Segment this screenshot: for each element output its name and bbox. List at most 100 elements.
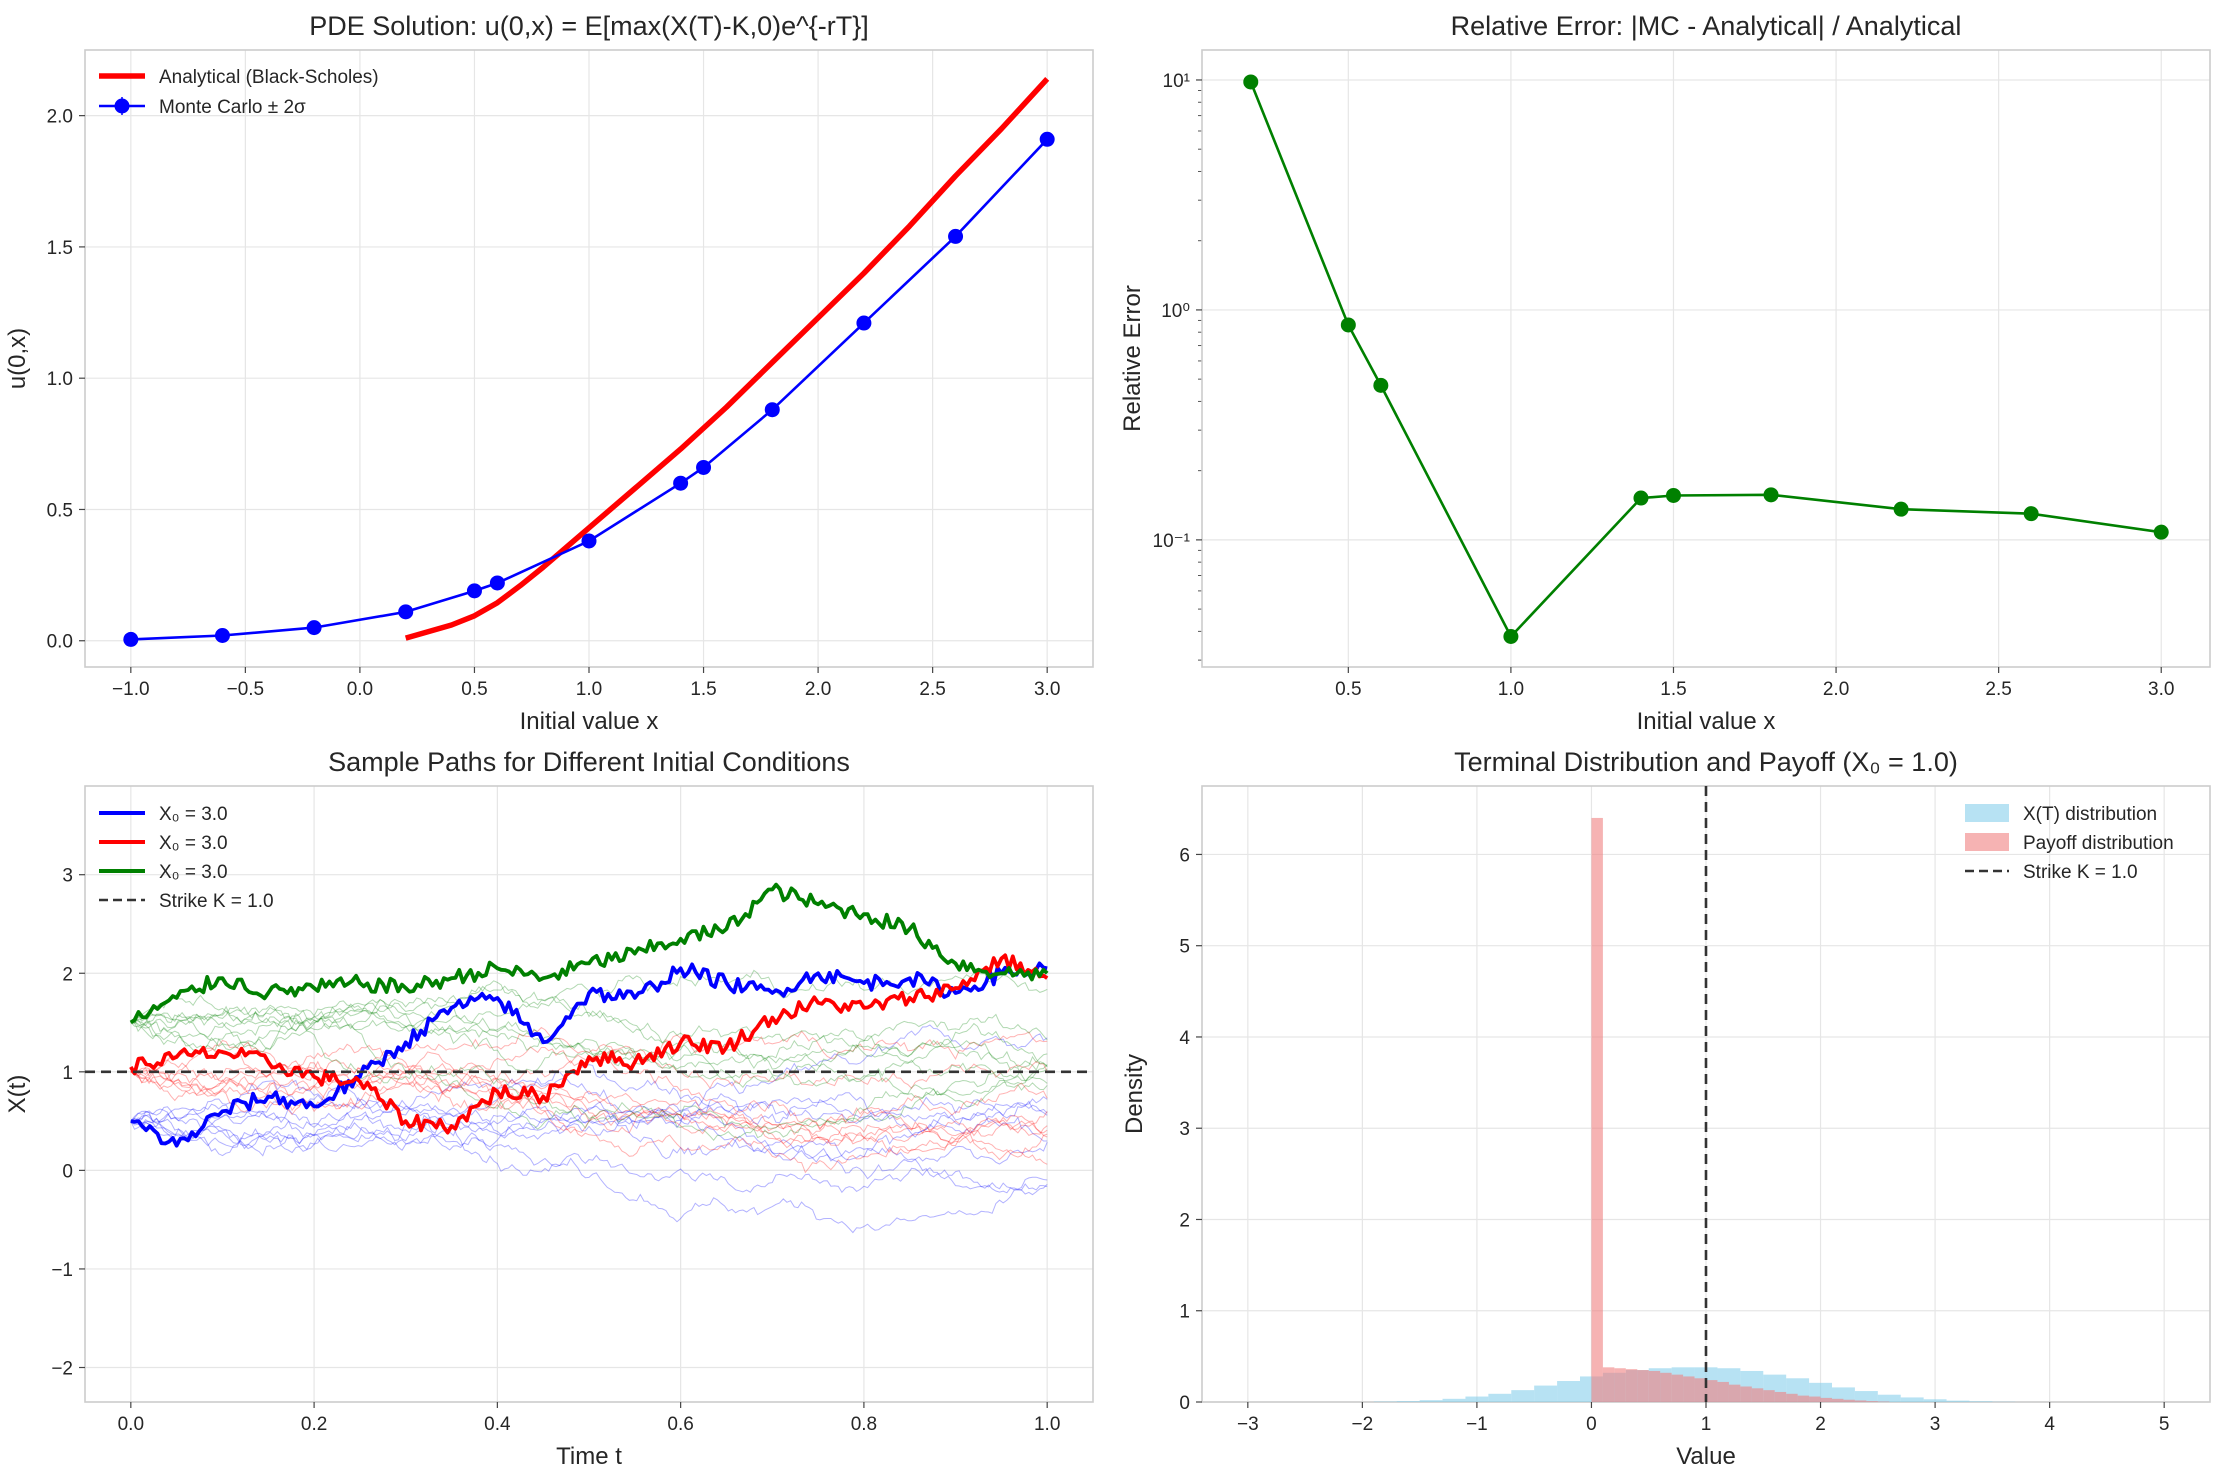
faint-sample-path [130, 1065, 1048, 1165]
payoff-hist-bar [1637, 1370, 1649, 1402]
faint-sample-path [130, 998, 1048, 1107]
analytical-line [404, 77, 1050, 641]
y-tick-label: 0 [1179, 1393, 1190, 1414]
monte-carlo-point [306, 620, 322, 636]
monte-carlo-point [214, 627, 230, 643]
xt-hist-bar [1419, 1400, 1443, 1402]
relative-error-point [1503, 629, 1519, 645]
faint-sample-path [130, 1009, 1048, 1139]
xt-hist-bar [1442, 1398, 1466, 1402]
xt-hist-bar [1877, 1394, 1901, 1402]
payoff-hist-bar [1648, 1370, 1661, 1402]
faint-sample-path [130, 1071, 1048, 1137]
xt-hist-bar [1923, 1399, 1947, 1402]
highlighted-sample-path [129, 953, 1049, 1135]
x-tick-label: 2.5 [919, 679, 945, 700]
faint-sample-path [130, 1068, 1048, 1146]
legend-swatch [1965, 833, 2009, 851]
relative-error-point [2023, 506, 2039, 522]
faint-sample-path [130, 1068, 1048, 1149]
x-tick-label: 0.5 [461, 679, 487, 700]
y-axis-label: Density [1121, 1054, 1148, 1134]
y-tick-label: 5 [1179, 937, 1190, 958]
relative-error-line [1249, 81, 2162, 639]
relative-error-point [1243, 74, 1259, 90]
relative-error-point [1340, 317, 1356, 333]
highlighted-sample-path [130, 961, 1048, 1148]
y-tick-label: 2.0 [47, 107, 73, 128]
x-tick-label: −0.5 [227, 679, 265, 700]
x-tick-label: 0.2 [301, 1414, 327, 1435]
x-tick-label: −3 [1237, 1414, 1259, 1435]
y-tick-label: 0.5 [47, 500, 73, 521]
relative-error-point [1665, 487, 1681, 503]
payoff-hist-bar [1717, 1381, 1729, 1402]
y-tick-label: 4 [1179, 1028, 1190, 1049]
payoff-hist-bar [1843, 1399, 1855, 1402]
x-tick-label: 2.0 [1823, 679, 1849, 700]
faint-sample-path [130, 1105, 1048, 1196]
x-tick-label: 3.0 [2148, 679, 2174, 700]
xt-hist-bar [1534, 1385, 1558, 1402]
payoff-hist-bar [1763, 1390, 1775, 1402]
payoff-hist-bar [1660, 1372, 1672, 1402]
chart-title: PDE Solution: u(0,x) = E[max(X(T)-K,0)e^… [309, 11, 869, 41]
faint-sample-path [130, 1064, 1048, 1127]
y-tick-label: 10⁻¹ [1153, 531, 1191, 552]
faint-sample-path [130, 980, 1048, 1045]
xt-hist-bar [1832, 1387, 1855, 1402]
x-tick-label: 1.5 [690, 679, 716, 700]
x-tick-label: 0.0 [118, 1414, 144, 1435]
payoff-hist-bar [1797, 1395, 1810, 1402]
xt-hist-bar [1511, 1390, 1535, 1402]
y-tick-label: −2 [51, 1359, 73, 1380]
legend-label: X₀ = 3.0 [159, 833, 228, 854]
legend-analytical-label: Analytical (Black-Scholes) [159, 67, 379, 88]
highlighted-paths [129, 882, 1049, 1148]
faint-sample-path [130, 1000, 1048, 1071]
faint-sample-path [130, 1010, 1048, 1141]
x-tick-label: 0.6 [667, 1414, 693, 1435]
y-axis-label: u(0,x) [4, 328, 31, 389]
xt-hist-bar [1488, 1393, 1512, 1402]
payoff-hist-bar [1671, 1374, 1684, 1402]
x-tick-label: 1.0 [1498, 679, 1524, 700]
payoff-hist-bar [1591, 817, 1603, 1402]
relative-error-point [1373, 377, 1389, 393]
y-axis-label: Relative Error [1119, 285, 1146, 432]
x-tick-label: 2.5 [1985, 679, 2011, 700]
monte-carlo-point [764, 402, 780, 418]
payoff-hist-bar [1625, 1369, 1638, 1402]
y-tick-label: 1 [1179, 1302, 1190, 1323]
x-tick-label: 0.4 [484, 1414, 511, 1435]
x-tick-label: 0 [1586, 1414, 1597, 1435]
payoff-hist-bar [1774, 1391, 1787, 1402]
plot-frame [1201, 49, 2211, 668]
x-axis-label: Initial value x [1637, 708, 1776, 735]
relative-error-point [1633, 490, 1649, 506]
faint-sample-path [130, 1051, 1048, 1158]
payoff-hist-bar [1683, 1376, 1695, 1402]
xt-hist-bar [1396, 1401, 1420, 1402]
y-tick-label: 2 [62, 964, 73, 985]
xt-hist-bar [1900, 1397, 1924, 1402]
monte-carlo-point [123, 631, 139, 647]
payoff-hist-bar [1614, 1368, 1626, 1402]
payoff-hist-bar [1820, 1397, 1832, 1402]
x-tick-label: 1.0 [1034, 1414, 1060, 1435]
plot-frame [84, 785, 1094, 1403]
x-tick-label: −1.0 [112, 679, 150, 700]
relative-error-point [2153, 524, 2169, 540]
payoff-hist-bar [1728, 1384, 1741, 1402]
faint-sample-path [130, 1099, 1048, 1161]
x-tick-label: 2 [1815, 1414, 1826, 1435]
legend-label: Strike K = 1.0 [159, 891, 274, 912]
faint-sample-path [130, 1105, 1048, 1180]
y-tick-label: 6 [1179, 845, 1190, 866]
y-tick-label: 3 [1179, 1119, 1190, 1140]
payoff-hist-bar [1786, 1393, 1798, 1402]
y-tick-label: 10⁰ [1161, 301, 1190, 322]
gridlines [1202, 50, 2210, 667]
